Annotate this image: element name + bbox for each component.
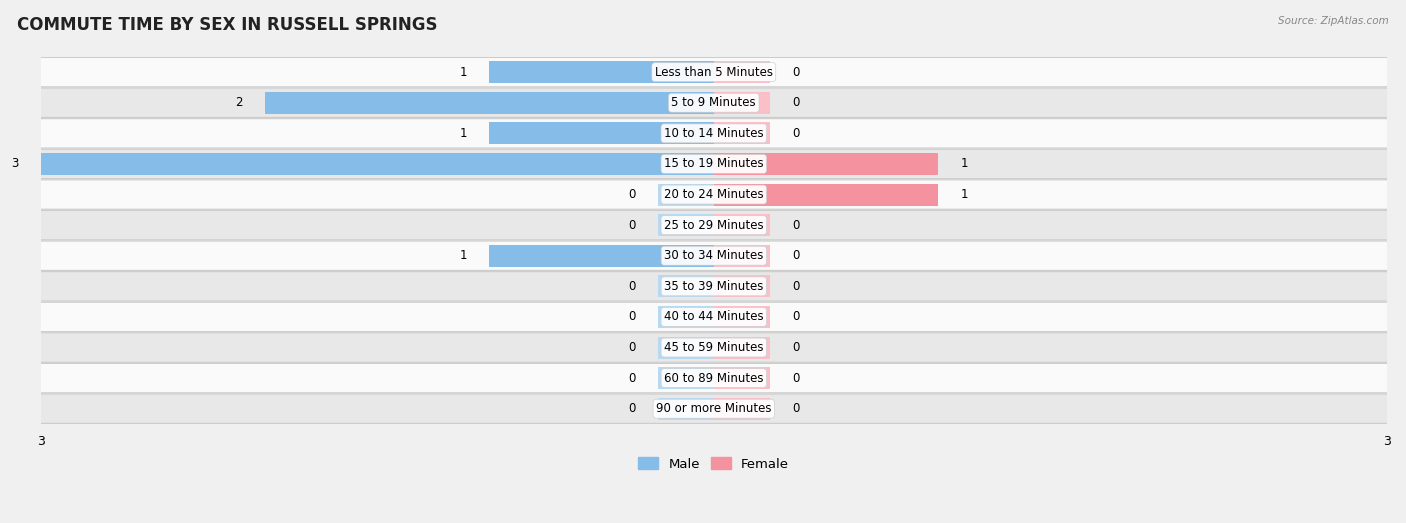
Bar <box>714 153 938 175</box>
Bar <box>714 184 938 206</box>
Text: 1: 1 <box>960 188 969 201</box>
Bar <box>714 397 770 420</box>
Text: 0: 0 <box>793 96 800 109</box>
Bar <box>658 214 714 236</box>
Text: 15 to 19 Minutes: 15 to 19 Minutes <box>664 157 763 170</box>
Bar <box>658 367 714 389</box>
Bar <box>714 245 770 267</box>
Text: 30 to 34 Minutes: 30 to 34 Minutes <box>664 249 763 262</box>
Text: 45 to 59 Minutes: 45 to 59 Minutes <box>664 341 763 354</box>
Bar <box>714 92 770 113</box>
Text: 0: 0 <box>793 249 800 262</box>
Bar <box>714 367 770 389</box>
Bar <box>714 275 770 298</box>
FancyBboxPatch shape <box>25 88 1403 118</box>
Text: 0: 0 <box>793 219 800 232</box>
FancyBboxPatch shape <box>25 333 1403 362</box>
Bar <box>714 336 770 359</box>
FancyBboxPatch shape <box>25 302 1403 332</box>
Text: 0: 0 <box>628 280 636 293</box>
Bar <box>489 61 714 83</box>
Text: Less than 5 Minutes: Less than 5 Minutes <box>655 66 773 78</box>
Text: 60 to 89 Minutes: 60 to 89 Minutes <box>664 372 763 384</box>
Text: 0: 0 <box>793 402 800 415</box>
Bar <box>658 397 714 420</box>
Text: 20 to 24 Minutes: 20 to 24 Minutes <box>664 188 763 201</box>
Text: 10 to 14 Minutes: 10 to 14 Minutes <box>664 127 763 140</box>
Text: 0: 0 <box>793 66 800 78</box>
Bar <box>658 306 714 328</box>
Bar <box>658 275 714 298</box>
Text: 0: 0 <box>793 127 800 140</box>
FancyBboxPatch shape <box>25 210 1403 240</box>
Text: 0: 0 <box>793 311 800 323</box>
Text: 3: 3 <box>11 157 18 170</box>
Bar <box>658 184 714 206</box>
FancyBboxPatch shape <box>25 180 1403 209</box>
FancyBboxPatch shape <box>25 58 1403 87</box>
FancyBboxPatch shape <box>25 394 1403 424</box>
FancyBboxPatch shape <box>25 271 1403 301</box>
Text: 0: 0 <box>793 372 800 384</box>
Bar <box>489 245 714 267</box>
Text: Source: ZipAtlas.com: Source: ZipAtlas.com <box>1278 16 1389 26</box>
Text: 1: 1 <box>460 66 467 78</box>
Bar <box>714 306 770 328</box>
Text: 35 to 39 Minutes: 35 to 39 Minutes <box>664 280 763 293</box>
Text: 1: 1 <box>960 157 969 170</box>
Text: 5 to 9 Minutes: 5 to 9 Minutes <box>672 96 756 109</box>
Text: 0: 0 <box>628 402 636 415</box>
Bar <box>264 92 714 113</box>
Text: 90 or more Minutes: 90 or more Minutes <box>657 402 772 415</box>
Text: 0: 0 <box>628 188 636 201</box>
Text: 25 to 29 Minutes: 25 to 29 Minutes <box>664 219 763 232</box>
Bar <box>41 153 714 175</box>
Text: 0: 0 <box>793 341 800 354</box>
Text: 0: 0 <box>628 311 636 323</box>
Bar <box>714 214 770 236</box>
Bar <box>714 61 770 83</box>
Bar <box>714 122 770 144</box>
Text: 2: 2 <box>235 96 242 109</box>
Text: 0: 0 <box>628 341 636 354</box>
Text: 1: 1 <box>460 127 467 140</box>
FancyBboxPatch shape <box>25 363 1403 393</box>
Text: 0: 0 <box>793 280 800 293</box>
FancyBboxPatch shape <box>25 149 1403 179</box>
Text: 1: 1 <box>460 249 467 262</box>
Text: 40 to 44 Minutes: 40 to 44 Minutes <box>664 311 763 323</box>
FancyBboxPatch shape <box>25 119 1403 148</box>
FancyBboxPatch shape <box>25 241 1403 270</box>
Bar <box>658 336 714 359</box>
Text: 0: 0 <box>628 372 636 384</box>
Legend: Male, Female: Male, Female <box>633 452 794 476</box>
Text: COMMUTE TIME BY SEX IN RUSSELL SPRINGS: COMMUTE TIME BY SEX IN RUSSELL SPRINGS <box>17 16 437 33</box>
Bar <box>489 122 714 144</box>
Text: 0: 0 <box>628 219 636 232</box>
